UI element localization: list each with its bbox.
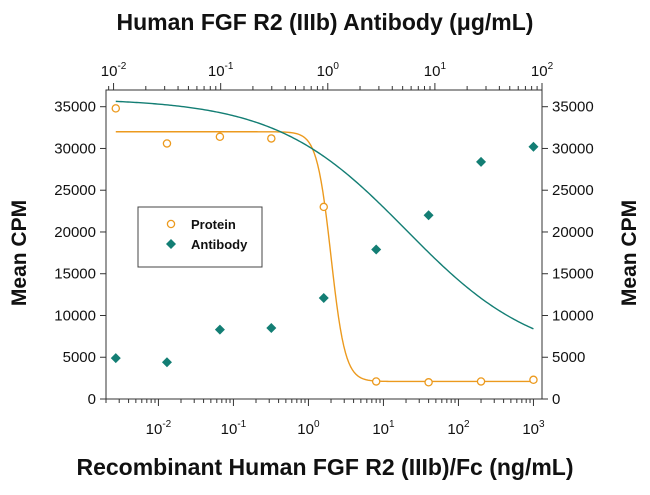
data-point-antibody: [476, 156, 487, 167]
y-tick-label-right: 20000: [552, 224, 594, 241]
data-point-protein: [476, 377, 486, 386]
y-tick-label-right: 30000: [552, 140, 594, 157]
y-tick-label-right: 5000: [552, 349, 585, 366]
data-points: [110, 104, 539, 387]
y-tick-label-right: 35000: [552, 99, 594, 116]
data-point-protein: [529, 375, 538, 385]
axis-ticks: 0 0 5000 5000 10000 10000 15000 15000 20000 20000…: [54, 61, 593, 438]
legend: Protein Antibody: [137, 206, 263, 268]
y-tick-label-left: 35000: [54, 99, 96, 116]
legend-marker-antibody: [166, 239, 176, 249]
data-point-antibody: [266, 323, 277, 334]
fit-curve-antibody: [115, 100, 534, 330]
y-tick-label-left: 25000: [54, 182, 96, 199]
y-tick-label-left: 5000: [63, 349, 96, 366]
legend-label-antibody: Antibody: [191, 237, 248, 252]
legend-label-protein: Protein: [191, 217, 236, 232]
legend-marker-protein: [166, 219, 176, 229]
data-point-antibody: [110, 353, 121, 364]
y-tick-label-right: 15000: [552, 266, 594, 283]
y-tick-label-left: 20000: [54, 224, 96, 241]
data-point-protein: [162, 139, 172, 148]
data-point-protein: [371, 377, 381, 386]
plot-frame: [105, 89, 543, 400]
data-point-protein: [319, 202, 328, 212]
data-point-protein: [424, 378, 433, 387]
data-point-protein: [215, 132, 225, 142]
data-point-antibody: [318, 292, 329, 303]
data-point-antibody: [423, 210, 434, 221]
data-point-antibody: [528, 141, 539, 152]
legend-box: [137, 206, 263, 268]
data-point-antibody: [214, 324, 225, 335]
data-point-antibody: [371, 244, 382, 255]
y-tick-label-right: 25000: [552, 182, 594, 199]
y-tick-label-left: 30000: [54, 140, 96, 157]
y-tick-label-right: 0: [552, 391, 560, 408]
data-point-protein: [267, 134, 276, 143]
y-tick-label-left: 0: [88, 391, 96, 408]
y-tick-label-right: 10000: [552, 307, 594, 324]
y-tick-label-left: 10000: [54, 307, 96, 324]
data-point-protein: [111, 104, 121, 113]
data-point-antibody: [161, 357, 172, 368]
y-axis-label-right: Mean CPM: [618, 200, 641, 306]
x-axis-label: Recombinant Human FGF R2 (IIIb)/Fc (ng/m…: [76, 454, 573, 480]
chart-title: Human FGF R2 (IIIb) Antibody (μg/mL): [117, 9, 534, 35]
y-tick-label-left: 15000: [54, 266, 96, 283]
y-axis-label-left: Mean CPM: [8, 200, 31, 306]
